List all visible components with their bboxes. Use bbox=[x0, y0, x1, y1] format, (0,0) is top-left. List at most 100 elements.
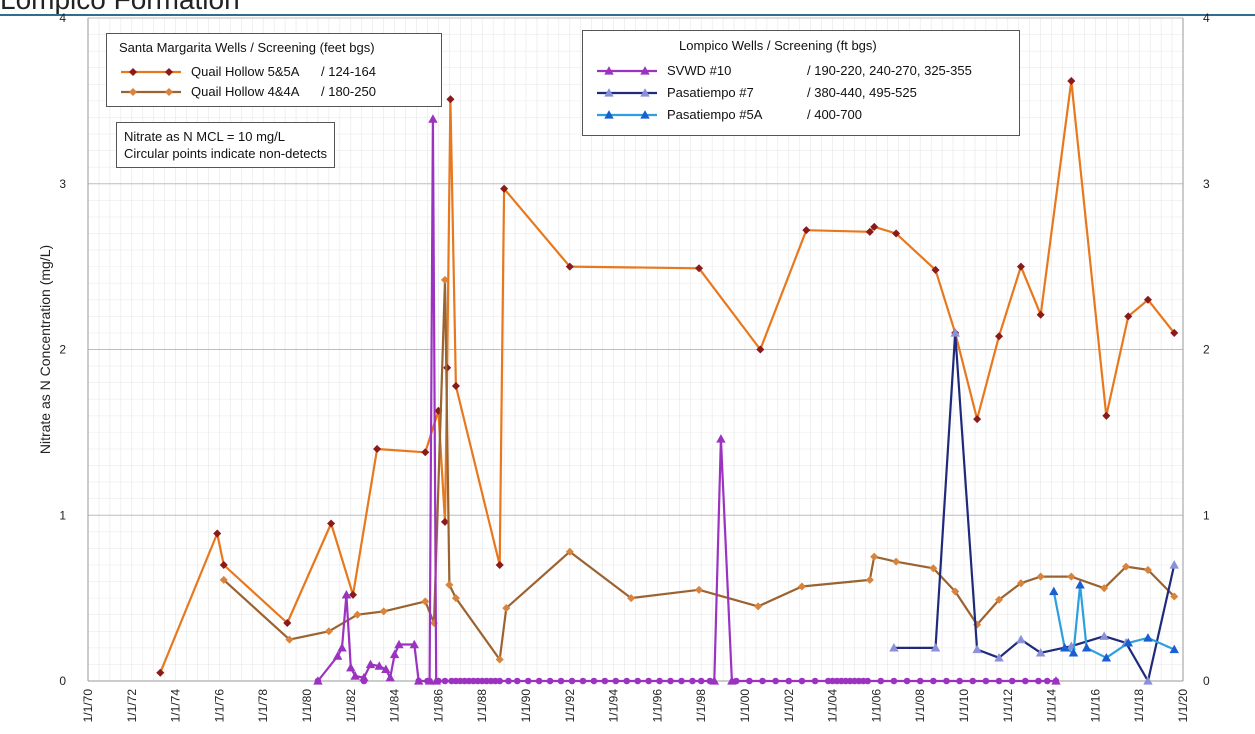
data-point bbox=[1143, 295, 1152, 304]
nondetect-point bbox=[746, 677, 753, 685]
x-tick-label: 1/1/74 bbox=[169, 689, 183, 723]
y-tick-label-left: 2 bbox=[59, 343, 66, 357]
nondetect-point bbox=[590, 677, 598, 685]
data-point bbox=[756, 345, 765, 354]
nondetect-point bbox=[678, 677, 685, 685]
data-point bbox=[1170, 328, 1179, 337]
data-point bbox=[1100, 584, 1109, 593]
data-point bbox=[1067, 572, 1076, 581]
nondetect-point bbox=[634, 677, 641, 685]
x-tick-label: 1/1/82 bbox=[344, 689, 358, 723]
data-point bbox=[930, 643, 941, 652]
x-tick-label: 1/1/84 bbox=[388, 689, 402, 723]
data-point bbox=[716, 434, 726, 443]
legend-title: Santa Margarita Wells / Screening (feet … bbox=[119, 40, 375, 55]
data-point bbox=[389, 649, 400, 659]
nondetect-point bbox=[656, 677, 663, 685]
legend-swatch-marker-right bbox=[640, 110, 650, 119]
data-point bbox=[802, 226, 811, 235]
x-tick-label: 1/1/00 bbox=[738, 689, 752, 723]
series-3 bbox=[313, 114, 1061, 685]
legend-item-svwd-10: SVWD #10 / 190-220, 240-270, 325-355 bbox=[595, 62, 1015, 80]
data-point bbox=[1169, 560, 1179, 569]
nondetect-point bbox=[930, 677, 937, 685]
data-point bbox=[324, 627, 333, 636]
data-point bbox=[995, 332, 1004, 341]
data-point bbox=[394, 639, 404, 649]
legend-label: Pasatiempo #7 bbox=[667, 85, 754, 100]
data-point bbox=[1122, 562, 1131, 571]
y-tick-label-right: 3 bbox=[1203, 177, 1210, 191]
data-point bbox=[219, 575, 228, 584]
data-point bbox=[332, 651, 343, 660]
data-point bbox=[428, 114, 438, 123]
note-line: Circular points indicate non-detects bbox=[124, 146, 328, 161]
data-point bbox=[379, 607, 388, 616]
nondetect-point bbox=[732, 677, 740, 685]
data-point bbox=[892, 557, 901, 566]
data-point bbox=[931, 265, 940, 274]
legend-swatch bbox=[597, 88, 657, 97]
nondetect-point bbox=[435, 677, 442, 685]
data-point bbox=[870, 222, 879, 231]
legend-swatch bbox=[121, 87, 181, 97]
header-divider bbox=[0, 14, 1255, 16]
nondetect-point bbox=[982, 677, 990, 685]
data-point bbox=[972, 644, 982, 654]
legend-swatch-marker-right bbox=[640, 88, 650, 97]
data-point bbox=[285, 635, 294, 644]
nondetect-point bbox=[890, 677, 898, 685]
nondetect-point bbox=[415, 677, 422, 685]
data-point bbox=[1101, 652, 1112, 662]
nondetect-point bbox=[811, 677, 819, 685]
y-tick-label-right: 1 bbox=[1203, 508, 1210, 522]
legend-label: Pasatiempo #5A bbox=[667, 107, 763, 122]
nondetect-point bbox=[1022, 677, 1029, 685]
legend-label: Quail Hollow 4&4A bbox=[191, 84, 300, 99]
data-point bbox=[1068, 648, 1079, 657]
nondetect-point bbox=[877, 677, 885, 685]
nondetect-point bbox=[505, 677, 512, 685]
data-point bbox=[627, 594, 636, 603]
nondetect-point bbox=[645, 677, 652, 685]
legend-swatch-marker-right bbox=[164, 67, 174, 77]
data-point bbox=[565, 547, 574, 556]
nondetect-point bbox=[1043, 677, 1051, 685]
nondetect-point bbox=[1008, 677, 1016, 685]
data-point bbox=[973, 415, 982, 424]
legend-label: Quail Hollow 5&5A bbox=[191, 64, 300, 79]
data-point bbox=[348, 590, 358, 599]
x-tick-label: 1/1/14 bbox=[1045, 689, 1059, 723]
data-point bbox=[694, 585, 704, 594]
series-1 bbox=[156, 76, 1179, 677]
legend-swatch-marker-left bbox=[604, 110, 614, 119]
x-tick-label: 1/1/72 bbox=[125, 689, 139, 723]
data-point bbox=[500, 184, 509, 193]
legend-swatch-marker-right bbox=[164, 87, 174, 97]
data-point bbox=[1036, 310, 1045, 319]
data-point bbox=[445, 580, 454, 589]
data-point bbox=[365, 659, 376, 669]
data-point bbox=[451, 594, 460, 603]
nondetect-point bbox=[1035, 677, 1042, 685]
data-point bbox=[219, 560, 228, 569]
nondetect-point bbox=[689, 677, 696, 685]
nondetect-point bbox=[546, 677, 554, 685]
x-tick-label: 1/1/98 bbox=[694, 689, 708, 723]
legend-santa-margarita: Santa Margarita Wells / Screening (feet … bbox=[106, 33, 442, 107]
nondetect-point bbox=[612, 677, 620, 685]
x-tick-label: 1/1/10 bbox=[957, 689, 971, 723]
nondetect-point bbox=[513, 677, 521, 685]
data-point bbox=[892, 229, 901, 238]
data-point bbox=[421, 597, 430, 606]
nondetect-point bbox=[798, 677, 806, 685]
x-tick-label: 1/1/76 bbox=[212, 689, 226, 723]
data-point bbox=[1143, 565, 1152, 574]
nondetect-point bbox=[535, 677, 543, 685]
data-point bbox=[213, 529, 222, 538]
data-point bbox=[1016, 579, 1025, 588]
data-point bbox=[1060, 643, 1070, 652]
data-point bbox=[409, 639, 420, 649]
data-point bbox=[495, 560, 504, 569]
data-point bbox=[1143, 633, 1153, 642]
